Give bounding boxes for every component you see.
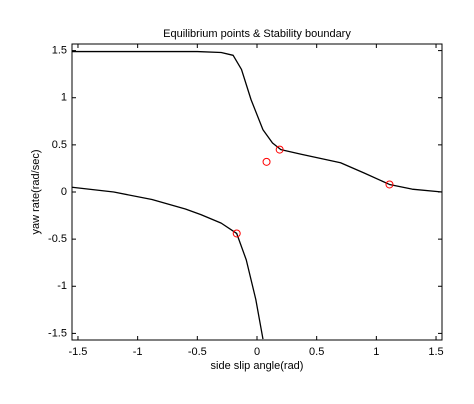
y-tick-label: -0.5 bbox=[48, 233, 67, 245]
y-tick-label: -1.5 bbox=[48, 327, 67, 339]
x-tick-label: 1 bbox=[373, 346, 379, 358]
x-tick-label: -0.5 bbox=[188, 346, 207, 358]
curve bbox=[72, 50, 443, 193]
x-tick-label: -1 bbox=[133, 346, 143, 358]
x-axis-label: side slip angle(rad) bbox=[211, 360, 304, 372]
chart-title: Equilibrium points & Stability boundary bbox=[163, 28, 351, 40]
x-tick-label: 0.5 bbox=[309, 346, 324, 358]
x-tick-label: 1.5 bbox=[428, 346, 443, 358]
y-tick-label: 0 bbox=[61, 186, 67, 198]
y-tick-label: 1.5 bbox=[52, 45, 67, 57]
y-tick-label: -1 bbox=[57, 280, 67, 292]
y-tick-label: 0.5 bbox=[52, 139, 67, 151]
x-tick-label: 0 bbox=[254, 346, 260, 358]
y-tick-label: 1 bbox=[61, 92, 67, 104]
equilibrium-point bbox=[275, 145, 284, 154]
curve bbox=[71, 186, 264, 340]
equilibrium-point bbox=[262, 157, 271, 166]
equilibrium-point bbox=[232, 229, 241, 238]
x-tick-label: -1.5 bbox=[68, 346, 87, 358]
y-axis-label: yaw rate(rad/sec) bbox=[30, 150, 42, 235]
equilibrium-point bbox=[385, 180, 394, 189]
